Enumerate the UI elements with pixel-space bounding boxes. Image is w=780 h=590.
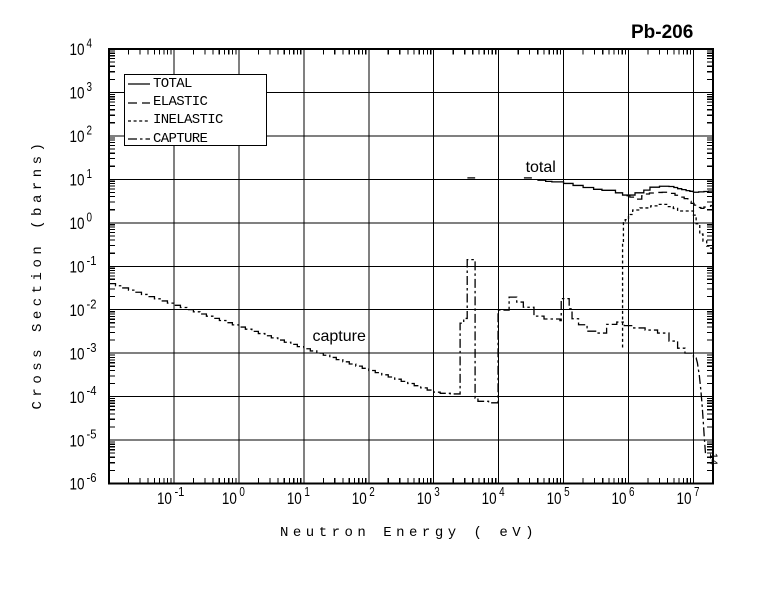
y-axis-title: Cross Section (barns) [30,138,46,410]
legend-line-sample-solid [128,83,150,85]
y-tick-exponent: 3 [87,79,93,94]
legend-line-sample-long-dash [128,101,150,104]
y-tick-label: 10 [70,475,85,494]
y-tick-exponent: -1 [87,253,97,268]
x-tick-label: 10 [287,489,302,508]
legend-entry-total: TOTAL [127,75,266,93]
legend-label: TOTAL [153,75,192,92]
legend-line-sample-fine-dash [128,120,150,122]
y-tick-label: 10 [70,84,85,103]
y-tick-exponent: -3 [87,340,97,355]
x-tick-label: 10 [482,489,497,508]
legend-entry-capture: CAPTURE [127,130,266,148]
legend-label: CAPTURE [153,130,208,147]
y-tick-label: 10 [70,214,85,233]
annotation-14: 14 [706,453,719,466]
y-tick-label: 10 [70,344,85,363]
x-tick-label: 10 [352,489,367,508]
x-tick-exponent: 4 [499,484,505,499]
x-tick-label: 10 [676,489,691,508]
x-tick-exponent: 1 [304,484,310,499]
y-tick-label: 10 [70,171,85,190]
x-tick-exponent: 0 [239,484,245,499]
y-tick-exponent: -6 [87,470,97,485]
x-tick-exponent: 5 [564,484,570,499]
y-tick-label: 10 [70,431,85,450]
y-tick-label: 10 [70,388,85,407]
x-tick-exponent: 6 [629,484,635,499]
legend-entry-inelastic: INELASTIC [127,112,266,130]
x-tick-label: 10 [417,489,432,508]
x-tick-exponent: 7 [694,484,700,499]
y-tick-label: 10 [70,301,85,320]
y-tick-exponent: -2 [87,296,97,311]
curve-inelastic [621,203,713,348]
y-tick-exponent: 1 [87,166,93,181]
legend: TOTAL ELASTIC INELASTIC CAPTURE [124,74,267,148]
y-tick-label: 10 [70,257,85,276]
legend-label: INELASTIC [153,112,223,129]
x-tick-exponent: 3 [434,484,440,499]
annotation-total: total [525,159,556,177]
y-tick-label: 10 [70,40,85,59]
legend-entry-elastic: ELASTIC [127,93,266,111]
curve-capture [109,258,707,454]
y-tick-exponent: 2 [87,123,93,138]
curve-elastic [626,191,713,210]
x-tick-label: 10 [222,489,237,508]
x-axis-title: Neutron Energy ( eV) [280,525,539,541]
x-tick-exponent: -1 [174,484,184,499]
x-tick-label: 10 [612,489,627,508]
page-title: Pb-206 [631,22,694,43]
y-tick-exponent: 0 [87,209,93,224]
y-tick-label: 10 [70,127,85,146]
plot-frame [108,48,714,485]
annotation-capture: capture [312,328,366,346]
y-tick-exponent: -5 [87,427,97,442]
x-tick-exponent: 2 [369,484,375,499]
y-tick-exponent: -4 [87,383,97,398]
legend-line-sample-dash-dot [128,138,150,141]
y-tick-exponent: 4 [87,36,93,51]
curve-total [537,179,713,196]
x-tick-label: 10 [157,489,172,508]
x-tick-label: 10 [547,489,562,508]
legend-label: ELASTIC [153,94,208,111]
